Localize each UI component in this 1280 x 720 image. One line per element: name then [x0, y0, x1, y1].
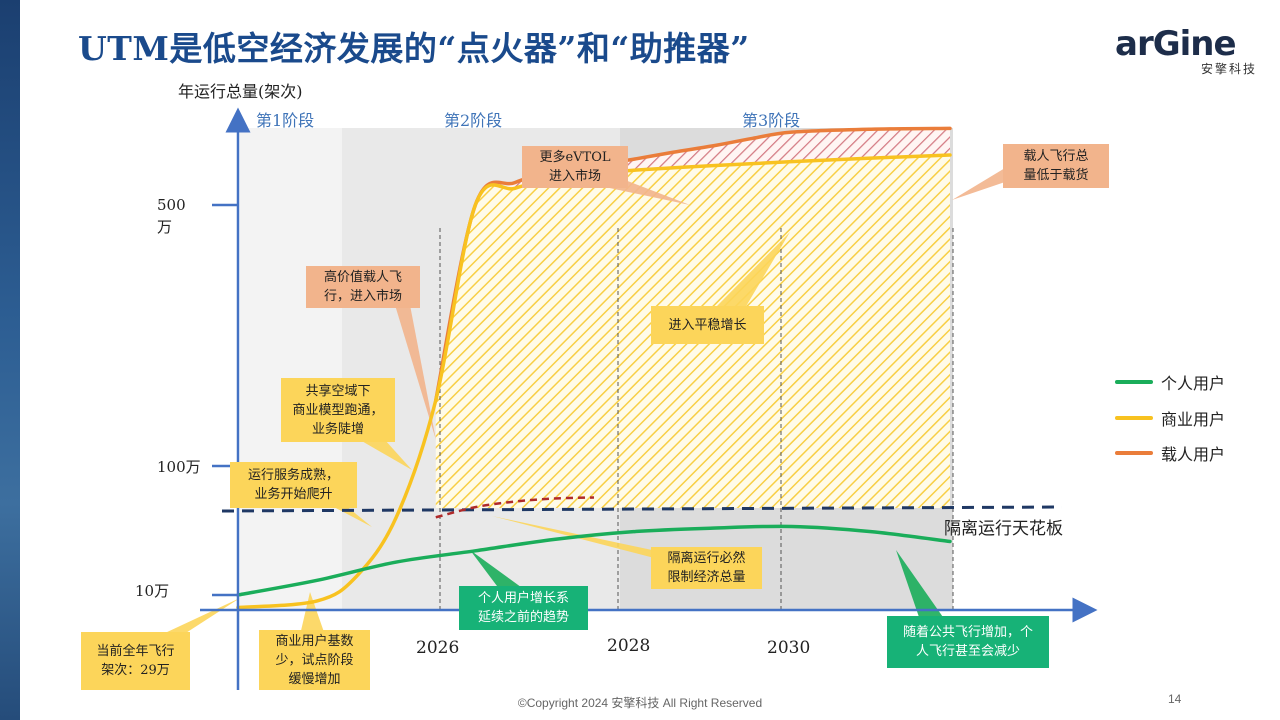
pointer-steady — [715, 232, 790, 308]
y-tick-100w: 100万 — [157, 458, 201, 476]
callout-hv-line2: 行，进入市场 — [323, 289, 402, 304]
callout-steady-line1: 进入平稳增长 — [668, 317, 747, 333]
commercial-users-line — [236, 153, 952, 610]
pointer-public — [896, 550, 945, 620]
callout-manned-line2: 量低于载货 — [1023, 168, 1089, 183]
callout-ops-line2: 业务开始爬升 — [254, 487, 333, 502]
left-accent-bar — [0, 0, 20, 720]
x-tick-2030: 2030 — [767, 638, 811, 658]
pointer-manned — [952, 168, 1005, 200]
callout-current-flights: 当前全年飞行 架次：29万 — [81, 632, 190, 690]
legend-manned: 载人用户 — [1115, 441, 1225, 465]
callout-high-value-manned: 高价值载人飞 行，进入市场 — [306, 266, 420, 308]
page-title: UTM是低空经济发展的“点火器”和“助推器” — [78, 29, 750, 68]
x-tick-2028: 2028 — [607, 636, 651, 656]
legend-label-personal: 个人用户 — [1161, 374, 1226, 393]
callout-biz-line3: 缓慢增加 — [288, 671, 341, 687]
callout-manned-line1: 载人飞行总 — [1023, 149, 1089, 164]
callout-current-line2: 架次：29万 — [101, 663, 170, 678]
callout-isolate-line1: 隔离运行必然 — [667, 551, 746, 566]
callout-steady-growth: 进入平稳增长 — [651, 306, 764, 344]
callout-hv-line1: 高价值载人飞 — [323, 270, 402, 285]
ceiling-dashed-line — [221, 505, 1063, 513]
stage-2-label: 第2阶段 — [444, 111, 503, 130]
stage-3-label: 第3阶段 — [742, 111, 801, 130]
logo-text: arGine — [1115, 24, 1237, 64]
callout-personal-line1: 个人用户增长系 — [477, 591, 569, 606]
pointer-ops-mature — [330, 505, 372, 527]
stage-1-background — [240, 128, 342, 610]
callout-pointers — [150, 168, 1005, 640]
callout-public-line2: 人飞行甚至会减少 — [915, 644, 1020, 659]
callout-evtol-line2: 进入市场 — [548, 169, 601, 184]
y-axis-title: 年运行总量(架次) — [178, 82, 303, 101]
axes — [200, 107, 1098, 690]
ceiling-label: 隔离运行天花板 — [944, 519, 1063, 539]
pointer-current — [150, 598, 240, 640]
callout-personal-line2: 延续之前的趋势 — [477, 610, 569, 625]
legend-commercial: 商业用户 — [1115, 406, 1225, 430]
callout-shared-line1: 共享空域下 — [305, 383, 371, 399]
callout-ops-mature: 运行服务成熟， 业务开始爬升 — [230, 462, 357, 508]
legend-label-commercial: 商业用户 — [1161, 410, 1226, 429]
manned-hatched-area — [475, 128, 950, 205]
callout-public-flights: 随着公共飞行增加，个 人飞行甚至会减少 — [887, 616, 1049, 668]
series-lines — [221, 126, 1063, 610]
callout-personal-trend: 个人用户增长系 延续之前的趋势 — [459, 586, 588, 630]
callout-isolation-limit: 隔离运行必然 限制经济总量 — [651, 547, 762, 589]
pointer-biz-base — [300, 592, 325, 635]
callout-current-line1: 当前全年飞行 — [96, 644, 175, 659]
year-gridlines — [439, 228, 954, 612]
callout-shared-line2: 商业模型跑通， — [292, 402, 384, 418]
y-tick-10w: 10万 — [135, 582, 170, 600]
callout-biz-line1: 商业用户基数 — [275, 633, 354, 649]
isolated-ops-dashed-line — [435, 496, 595, 519]
callout-ops-line1: 运行服务成熟， — [247, 468, 339, 483]
callout-shared-line3: 业务陡增 — [311, 421, 364, 437]
company-logo: arGine 安擎科技 — [1115, 24, 1265, 76]
footer-copyright: ©Copyright 2024 安擎科技 All Right Reserved — [517, 696, 763, 710]
legend-swatch-commercial — [1115, 416, 1153, 420]
pointer-shared — [360, 440, 412, 470]
personal-users-line — [236, 524, 952, 597]
page-number: 14 — [1168, 692, 1182, 706]
callout-commercial-base: 商业用户基数 少，试点阶段 缓慢增加 — [259, 630, 370, 690]
callout-isolate-line2: 限制经济总量 — [667, 570, 746, 585]
callout-manned-below-cargo: 载人飞行总量低于载货 — [1003, 144, 1109, 188]
y-tick-500w: 500万 — [157, 196, 186, 236]
callout-evtol-line1: 更多eVTOL — [539, 150, 611, 165]
x-tick-2026: 2026 — [416, 638, 460, 658]
legend-label-manned: 载人用户 — [1161, 445, 1226, 464]
legend-personal: 个人用户 — [1115, 370, 1225, 394]
logo-subtitle: 安擎科技 — [1200, 62, 1257, 76]
callout-shared-airspace: 共享空域下商业模型跑通， 业务陡增 — [281, 378, 395, 442]
callout-more-evtol: 更多eVTOL 进入市场 — [522, 146, 628, 188]
callout-biz-line2: 少，试点阶段 — [275, 652, 354, 668]
legend-swatch-manned — [1115, 451, 1153, 455]
pointer-personal — [470, 550, 525, 590]
legend-swatch-personal — [1115, 380, 1153, 384]
pointer-high-value — [395, 305, 436, 440]
callout-public-line1: 随着公共飞行增加，个 — [902, 625, 1033, 640]
stage-1-label: 第1阶段 — [256, 111, 315, 130]
